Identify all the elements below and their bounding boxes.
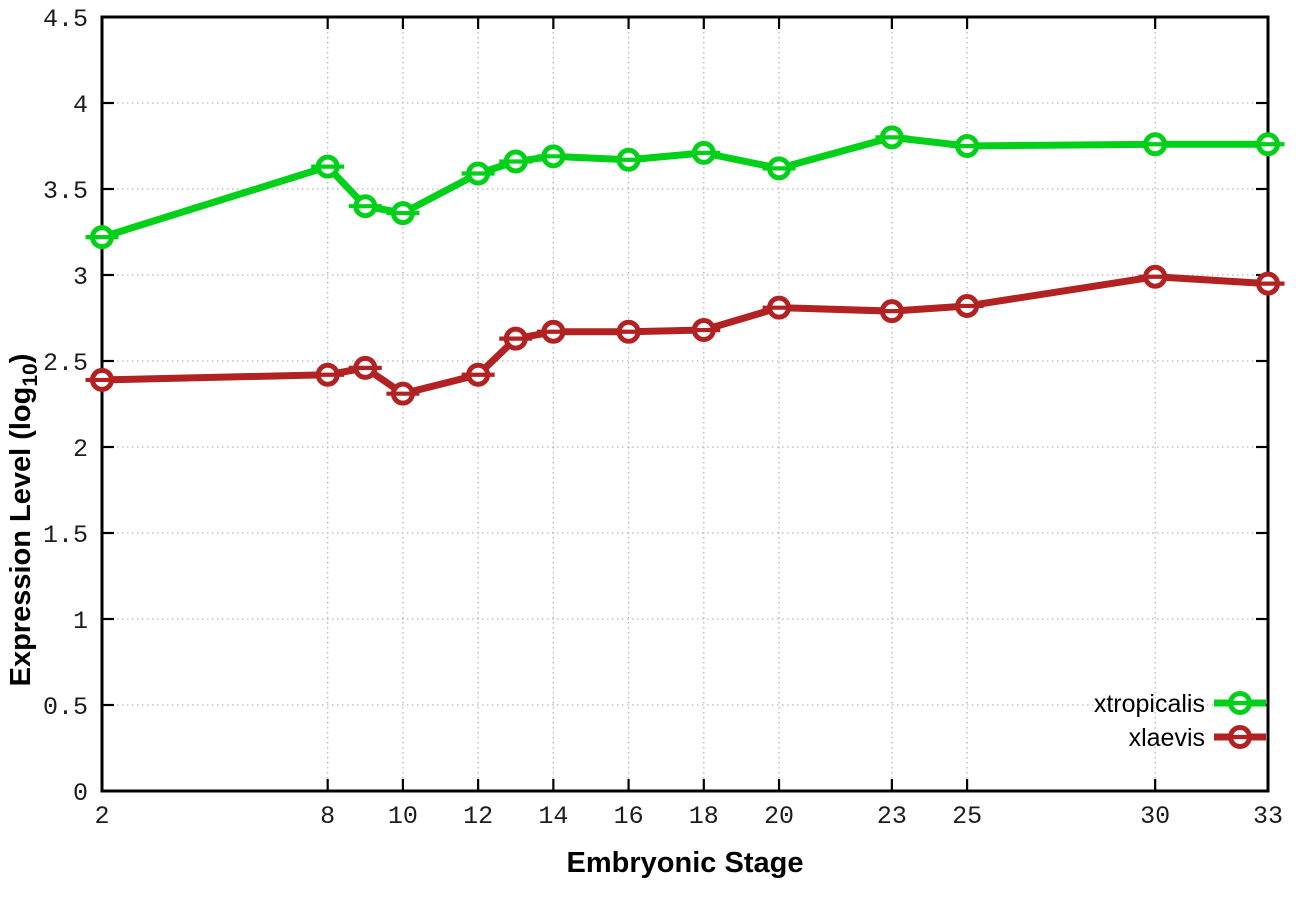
data-point — [499, 326, 533, 351]
data-point — [687, 140, 721, 165]
x-tick-label: 20 — [764, 802, 794, 831]
x-tick-label: 16 — [614, 802, 644, 831]
legend-label: xlaevis — [1129, 724, 1205, 752]
data-point — [386, 381, 420, 406]
data-point — [1251, 132, 1285, 157]
legend-marker — [1223, 691, 1257, 715]
gridlines — [102, 17, 1268, 791]
y-tick-label: 0.5 — [43, 693, 88, 722]
data-point — [85, 367, 119, 392]
y-tick-label: 0 — [73, 779, 88, 808]
data-point — [1138, 132, 1172, 157]
data-point — [348, 355, 382, 380]
x-tick-label: 23 — [877, 802, 907, 831]
series-xlaevis — [85, 264, 1285, 406]
x-tick-label: 30 — [1140, 802, 1170, 831]
data-point — [311, 154, 345, 179]
y-axis-title: Expression Level (log10) — [5, 354, 42, 687]
y-tick-label: 4 — [73, 91, 88, 120]
legend: xtropicalis xlaevis — [1094, 690, 1266, 752]
axis-ticks — [100, 15, 1270, 793]
series-xtropicalis — [85, 125, 1285, 250]
data-point — [687, 318, 721, 343]
legend-marker — [1223, 725, 1257, 749]
data-point — [1251, 271, 1285, 296]
data-point — [536, 319, 570, 344]
x-tick-label: 2 — [94, 802, 109, 831]
y-tick-label: 1.5 — [43, 521, 88, 550]
y-tick-label: 4.5 — [43, 5, 88, 34]
plot-border — [100, 15, 1270, 793]
data-point — [348, 194, 382, 219]
data-point — [762, 156, 796, 181]
series-line — [101, 273, 1269, 398]
data-point — [875, 299, 909, 324]
tick-labels: 2 8 10 12 14 16 18 20 23 25 30 33 0 0.5 1 1.5 2 2.5 3 3.5 4 4… — [43, 5, 1283, 831]
x-tick-label: 14 — [538, 802, 568, 831]
series-line — [100, 133, 1268, 241]
data-point — [950, 293, 984, 318]
y-tick-label: 2 — [73, 435, 88, 464]
x-tick-label: 33 — [1253, 802, 1283, 831]
data-point — [499, 149, 533, 174]
data-point — [612, 147, 646, 172]
data-point — [311, 362, 345, 387]
data-point — [461, 161, 495, 186]
data-point — [461, 362, 495, 387]
data-point — [762, 295, 796, 320]
x-tick-label: 8 — [320, 802, 335, 831]
data-point — [875, 125, 909, 150]
data-point — [386, 201, 420, 226]
x-tick-label: 18 — [689, 802, 719, 831]
legend-label: xtropicalis — [1094, 690, 1205, 718]
data-point — [85, 225, 119, 250]
data-point — [612, 319, 646, 344]
legend-item-xtropicalis: xtropicalis — [1094, 690, 1266, 718]
data-point — [950, 134, 984, 158]
y-tick-label: 2.5 — [43, 349, 88, 378]
x-tick-label: 12 — [463, 802, 493, 831]
data-point — [1138, 264, 1172, 289]
y-tick-label: 3 — [73, 263, 88, 292]
y-tick-label: 1 — [73, 607, 88, 636]
x-tick-label: 10 — [388, 802, 418, 831]
data-point — [536, 144, 570, 169]
plot-border-and-ticks — [100, 15, 1270, 793]
legend-item-xlaevis: xlaevis — [1129, 724, 1266, 752]
x-tick-label: 25 — [952, 802, 982, 831]
y-tick-label: 3.5 — [43, 177, 88, 206]
x-axis-title: Embryonic Stage — [567, 847, 804, 879]
